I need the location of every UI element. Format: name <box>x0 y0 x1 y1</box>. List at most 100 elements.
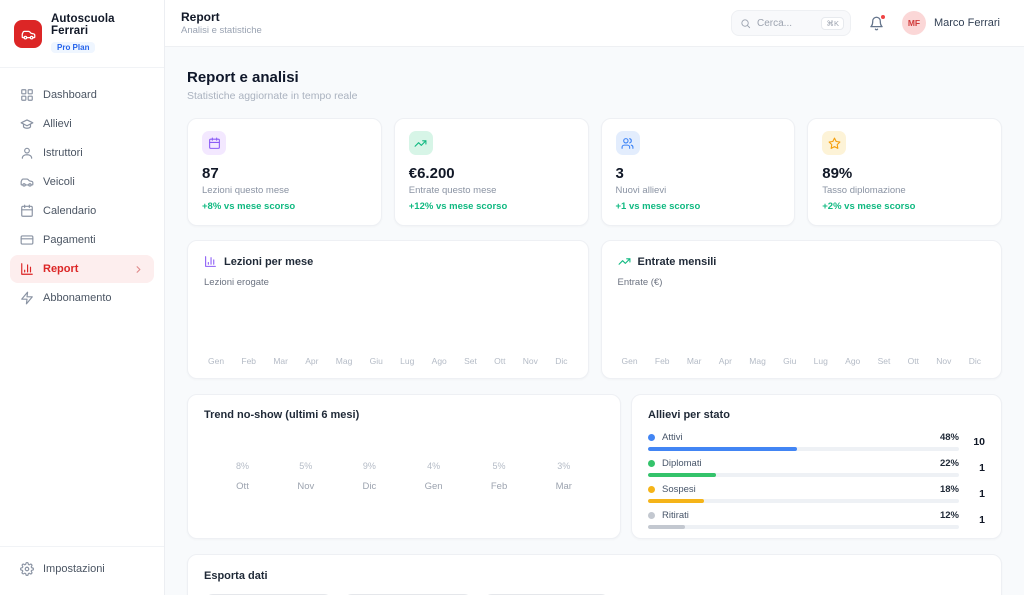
status-row-ritirati: Ritirati 12% 1 <box>648 510 985 529</box>
x-tick: Ott <box>494 356 506 366</box>
sidebar-item-abbonamento[interactable]: Abbonamento <box>10 284 154 312</box>
sidebar-footer: Impostazioni <box>0 546 164 595</box>
stat-label: Entrate questo mese <box>408 185 497 196</box>
trending-up-icon <box>618 255 631 268</box>
sidebar-item-calendario[interactable]: Calendario <box>10 197 154 225</box>
trend-value: 8% <box>236 461 250 471</box>
trend-noshow-card: Trend no-show (ultimi 6 mesi) 8% Ott 5% … <box>187 394 621 539</box>
sidebar-item-label: Calendario <box>43 205 97 217</box>
x-tick: Lug <box>813 356 828 366</box>
sidebar-item-istruttori[interactable]: Istruttori <box>10 139 154 167</box>
chevron-right-icon <box>133 264 144 275</box>
sidebar-item-allievi[interactable]: Allievi <box>10 110 154 138</box>
status-pct: 48% <box>939 432 959 443</box>
third-row: Trend no-show (ultimi 6 mesi) 8% Ott 5% … <box>187 394 1002 539</box>
chart-subtitle: Entrate (€) <box>617 277 663 288</box>
sidebar-item-impostazioni[interactable]: Impostazioni <box>10 555 154 583</box>
trend-columns: 8% Ott 5% Nov 9% Dic 4% <box>204 461 604 492</box>
chart-x-axis: Gen Feb Mar Apr Mag Giu Lug Ago Set Ott … <box>618 356 986 366</box>
trend-month: Dic <box>362 481 377 492</box>
sidebar-item-label: Report <box>43 263 79 275</box>
sidebar-item-label: Allievi <box>43 118 72 130</box>
status-dot <box>648 486 655 493</box>
notifications-button[interactable] <box>867 13 886 33</box>
status-count: 1 <box>979 513 985 526</box>
trend-month: Mar <box>555 481 572 492</box>
trending-up-icon <box>408 131 433 155</box>
chart-x-axis: Gen Feb Mar Apr Mag Giu Lug Ago Set Ott … <box>204 356 572 366</box>
x-tick: Nov <box>522 356 538 366</box>
status-rows: Attivi 48% 10 <box>648 432 985 529</box>
brand-text: Autoscuola Ferrari Pro Plan <box>51 13 150 55</box>
stat-value: 3 <box>615 165 624 182</box>
sidebar-item-label: Impostazioni <box>43 563 105 575</box>
chart-title: Lezioni per mese <box>224 255 314 268</box>
charts-row: Lezioni per mese Lezioni erogate Gen Feb… <box>187 240 1002 379</box>
trend-month: Nov <box>297 481 315 492</box>
trend-value: 4% <box>427 461 441 471</box>
content: Report e analisi Statistiche aggiornate … <box>165 47 1024 595</box>
sidebar-item-veicoli[interactable]: Veicoli <box>10 168 154 196</box>
status-bar <box>648 447 959 451</box>
sidebar-item-label: Veicoli <box>43 176 75 188</box>
app-logo-car-icon <box>14 20 42 48</box>
stat-change: +8% vs mese scorso <box>202 201 296 212</box>
stat-change: +12% vs mese scorso <box>408 201 508 212</box>
status-label: Attivi <box>662 432 683 443</box>
chart-title: Entrate mensili <box>637 255 717 268</box>
user-menu[interactable]: MF Marco Ferrari <box>901 11 1000 35</box>
sidebar-item-dashboard[interactable]: Dashboard <box>10 81 154 109</box>
trend-month: Feb <box>490 481 508 492</box>
calendar-icon <box>202 131 226 155</box>
trend-month: Gen <box>424 481 443 492</box>
x-tick: Gen <box>208 356 225 366</box>
chart-subtitle: Lezioni erogate <box>204 277 269 288</box>
x-tick: Ott <box>907 356 919 366</box>
credit-card-icon <box>20 233 34 247</box>
search-shortcut-badge: ⌘K <box>821 16 844 30</box>
x-tick: Ago <box>845 356 861 366</box>
bar-chart-icon <box>20 262 34 276</box>
trend-value: 5% <box>492 461 506 471</box>
status-bar <box>648 499 959 503</box>
trend-point: 3% Mar <box>556 461 572 492</box>
gear-icon <box>20 562 34 576</box>
sidebar-item-label: Dashboard <box>43 89 97 101</box>
status-count: 1 <box>979 487 985 500</box>
x-tick: Giu <box>369 356 383 366</box>
sidebar-item-pagamenti[interactable]: Pagamenti <box>10 226 154 254</box>
status-count: 1 <box>979 461 985 474</box>
stats-row: 87 Lezioni questo mese +8% vs mese scors… <box>187 118 1002 226</box>
chart-plot-area <box>618 288 986 356</box>
status-bar <box>648 525 959 529</box>
stat-card-entrate: €6.200 Entrate questo mese +12% vs mese … <box>393 118 589 226</box>
stat-value: €6.200 <box>408 165 455 182</box>
plan-badge: Pro Plan <box>51 42 96 53</box>
status-row-sospesi: Sospesi 18% 1 <box>648 484 985 503</box>
search-icon <box>741 18 751 28</box>
export-title: Esporta dati <box>204 570 268 582</box>
search-input[interactable] <box>756 17 816 29</box>
trend-month: Ott <box>236 481 249 492</box>
bar-chart-icon <box>204 255 217 268</box>
trend-title: Trend no-show (ultimi 6 mesi) <box>204 409 360 421</box>
zap-icon <box>20 291 34 305</box>
page-subtitle: Statistiche aggiornate in tempo reale <box>187 90 358 102</box>
sidebar-item-report[interactable]: Report <box>10 255 154 283</box>
dashboard-grid-icon <box>20 88 34 102</box>
trend-value: 5% <box>299 461 313 471</box>
stat-value: 87 <box>202 165 219 182</box>
page-title: Report e analisi <box>187 69 299 86</box>
status-pct: 12% <box>939 510 959 521</box>
stat-label: Nuovi allievi <box>615 185 667 196</box>
allievi-per-stato-card: Allievi per stato Attivi 48% <box>631 394 1002 539</box>
status-pct: 18% <box>939 484 959 495</box>
brand: Autoscuola Ferrari Pro Plan <box>0 0 164 68</box>
sidebar-item-label: Abbonamento <box>43 292 112 304</box>
brand-name: Autoscuola Ferrari <box>51 13 115 37</box>
stat-card-nuovi-allievi: 3 Nuovi allievi +1 vs mese scorso <box>600 118 796 226</box>
trend-point: 9% Dic <box>363 461 377 492</box>
status-title: Allievi per stato <box>648 409 730 421</box>
search-box[interactable]: ⌘K <box>730 10 851 36</box>
topbar-titles: Report Analisi e statistiche <box>181 10 262 36</box>
